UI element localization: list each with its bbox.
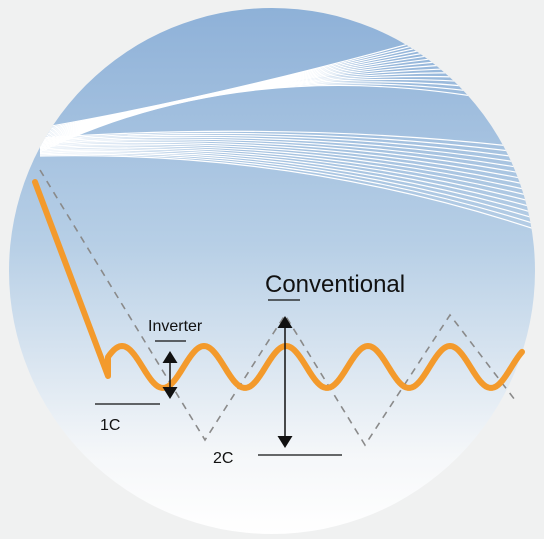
fan-line bbox=[39, 155, 535, 234]
fan-line bbox=[39, 146, 535, 201]
fan-line bbox=[39, 130, 535, 151]
fan-line bbox=[39, 136, 535, 168]
one-c-label: 1C bbox=[100, 417, 120, 434]
inverter-label: Inverter bbox=[148, 318, 203, 335]
fan-line bbox=[39, 152, 535, 223]
fan-line bbox=[39, 138, 535, 173]
fan-line bbox=[39, 153, 535, 228]
fan-line bbox=[39, 148, 535, 206]
fan-line bbox=[39, 150, 535, 217]
fan-line bbox=[39, 141, 535, 184]
fan-line bbox=[39, 132, 535, 157]
conventional-label: Conventional bbox=[265, 271, 405, 298]
fan-line bbox=[39, 140, 535, 179]
fan-line bbox=[39, 149, 535, 212]
conventional-wave bbox=[39, 169, 516, 447]
fan-line bbox=[39, 143, 535, 190]
fan-line bbox=[39, 84, 535, 153]
fan-line bbox=[39, 145, 535, 195]
two-c-label: 2C bbox=[213, 450, 233, 467]
fan-line bbox=[39, 134, 535, 162]
